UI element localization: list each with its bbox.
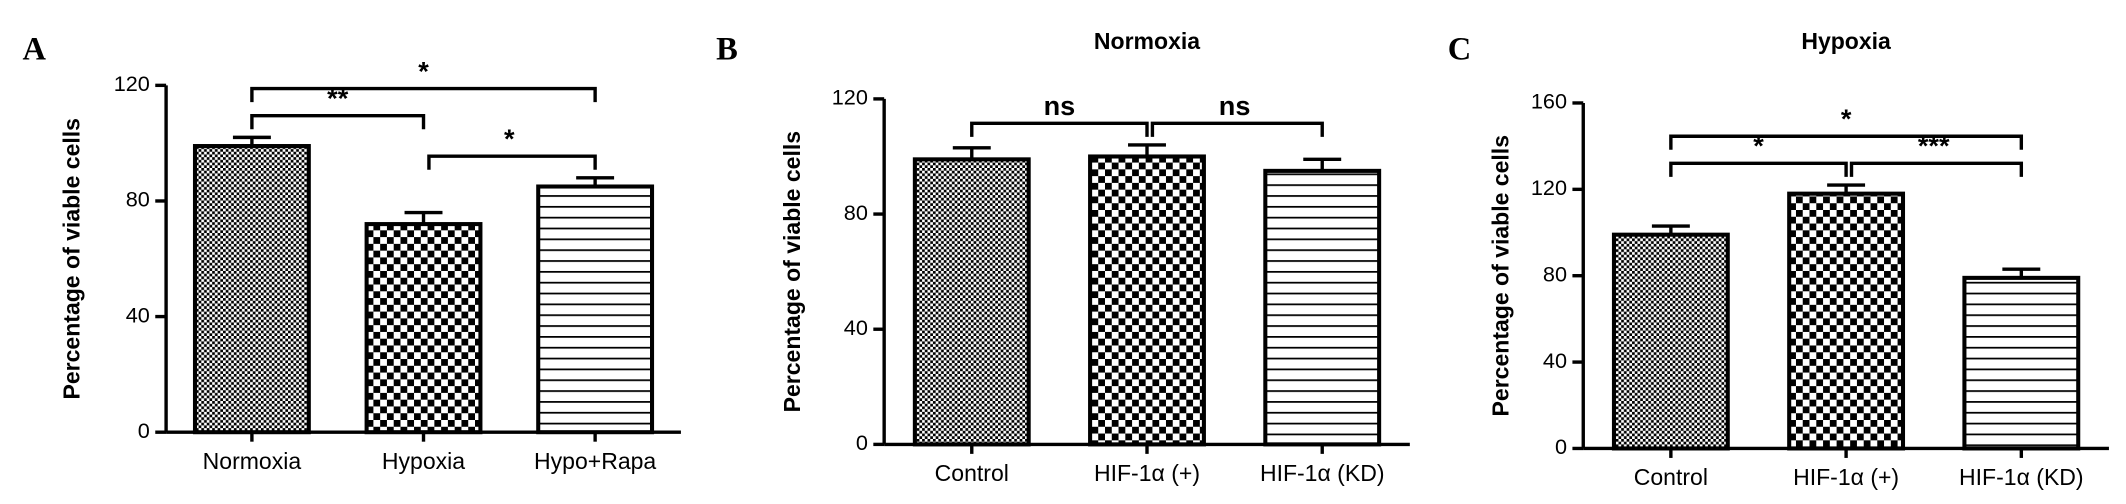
x-tick-label: HIF-1α (+) bbox=[1793, 464, 1899, 490]
bar bbox=[1263, 168, 1382, 447]
chart-title: Hypoxia bbox=[1801, 28, 1891, 54]
y-tick-label: 0 bbox=[856, 430, 868, 455]
y-tick-label: 0 bbox=[138, 418, 150, 443]
panel-letter: A bbox=[22, 32, 46, 68]
panel: A Percentage of viable cells 0 40 80 120 Normo… bbox=[22, 32, 681, 474]
y-tick-label: 40 bbox=[1543, 348, 1567, 373]
chart-title: Normoxia bbox=[1094, 28, 1200, 54]
x-tick-label: Normoxia bbox=[203, 448, 302, 474]
x-tick-label: HIF-1α (KD) bbox=[1260, 460, 1385, 486]
significance-bracket bbox=[250, 86, 597, 103]
significance-label: * bbox=[1841, 103, 1852, 134]
x-tick-label: Control bbox=[1634, 464, 1708, 490]
x-tick-label: Control bbox=[935, 460, 1009, 486]
y-tick-label: 0 bbox=[1555, 434, 1567, 459]
bar bbox=[364, 222, 483, 435]
x-tick-label: Hypo+Rapa bbox=[534, 448, 656, 474]
significance-bracket bbox=[250, 114, 426, 130]
y-axis-label: Percentage of viable cells bbox=[779, 131, 805, 412]
significance-label: * bbox=[504, 123, 515, 154]
significance-bracket bbox=[1150, 121, 1324, 137]
panel: C Hypoxia Percentage of viable cells 0 40 80 1… bbox=[1448, 28, 2109, 490]
y-tick-label: 120 bbox=[1531, 175, 1567, 200]
y-tick-label: 120 bbox=[832, 85, 868, 110]
y-tick-label: 80 bbox=[126, 187, 150, 212]
bar bbox=[1088, 154, 1206, 447]
significance-bracket bbox=[1669, 134, 2024, 150]
y-tick-label: 40 bbox=[126, 302, 150, 327]
bar bbox=[1611, 232, 1730, 451]
bar bbox=[536, 184, 655, 435]
significance-label: ** bbox=[327, 83, 349, 114]
y-tick-label: 80 bbox=[844, 200, 868, 225]
y-tick-label: 120 bbox=[114, 71, 150, 96]
panel: B Normoxia Percentage of viable cells 0 40 80… bbox=[716, 28, 1410, 486]
significance-bracket bbox=[970, 121, 1149, 137]
significance-bracket bbox=[1849, 161, 2024, 177]
y-tick-label: 80 bbox=[1543, 261, 1567, 286]
x-tick-label: Hypoxia bbox=[382, 448, 465, 474]
y-tick-label: 160 bbox=[1531, 89, 1567, 114]
panel-letter: C bbox=[1448, 32, 1471, 68]
y-axis-label: Percentage of viable cells bbox=[58, 118, 84, 399]
bar bbox=[1787, 191, 1906, 451]
significance-label: * bbox=[418, 55, 429, 86]
bar bbox=[192, 144, 311, 435]
bar bbox=[1962, 275, 2081, 451]
panel-letter: B bbox=[716, 32, 738, 68]
x-tick-label: HIF-1α (KD) bbox=[1959, 464, 2084, 490]
significance-label: ns bbox=[1044, 90, 1076, 121]
significance-bracket bbox=[427, 154, 597, 170]
y-tick-label: 40 bbox=[844, 315, 868, 340]
significance-label: * bbox=[1753, 130, 1764, 161]
significance-bracket bbox=[1669, 161, 1848, 177]
y-axis-label: Percentage of viable cells bbox=[1488, 135, 1514, 416]
bar bbox=[912, 157, 1031, 447]
significance-label: ns bbox=[1219, 90, 1251, 121]
x-tick-label: HIF-1α (+) bbox=[1094, 460, 1200, 486]
